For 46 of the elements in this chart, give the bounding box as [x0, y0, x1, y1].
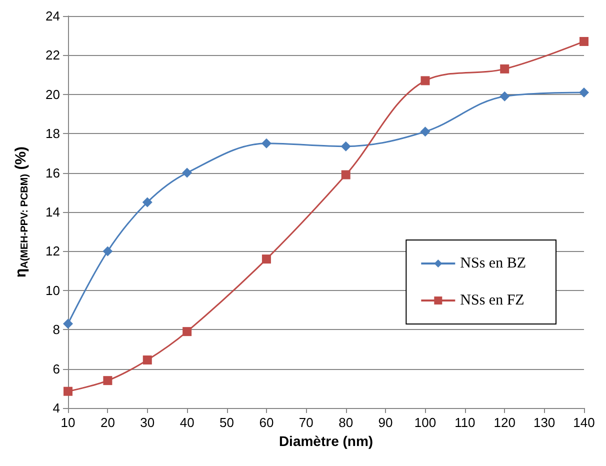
x-axis-title: Diamètre (nm): [278, 432, 374, 449]
y-tick-label: 12: [46, 244, 60, 259]
point: [580, 36, 588, 46]
x-tick-label: 50: [220, 415, 234, 430]
x-tick-label: 100: [414, 415, 436, 430]
point: [63, 318, 73, 329]
y-tick-label: 10: [46, 282, 60, 298]
point: [142, 355, 152, 364]
y-tick-label: 8: [52, 322, 60, 338]
x-tick-label: 120: [494, 415, 516, 430]
point: [142, 197, 152, 208]
y-tick-label: 16: [46, 165, 60, 180]
point: [64, 386, 72, 396]
point: [261, 138, 272, 148]
x-tick-label: 70: [298, 415, 314, 430]
x-tick-label: 60: [259, 415, 274, 430]
y-axis-title: ηA(MEH-PPV: PCBM) (%): [12, 146, 30, 278]
x-tick-label: 40: [180, 415, 194, 430]
y-tick-label: 6: [52, 361, 60, 376]
x-tick-label: 140: [573, 415, 595, 430]
point: [500, 91, 510, 102]
y-tick-label: 14: [46, 204, 60, 220]
y-tick-label: 20: [46, 86, 60, 102]
point: [182, 327, 192, 336]
legend-label: NSs en BZ: [460, 256, 526, 272]
point: [420, 126, 430, 137]
y-tick-label: 4: [52, 400, 60, 416]
x-tick-label: 30: [140, 415, 155, 430]
y-tick-label: 22: [46, 48, 60, 63]
y-tick-label: 24: [46, 8, 60, 24]
x-tick-label: 130: [533, 415, 556, 430]
point: [262, 254, 271, 264]
point: [579, 87, 589, 98]
y-tick-label: 18: [46, 126, 60, 142]
legend-label: NSs en FZ: [460, 292, 524, 308]
x-tick-label: 110: [454, 415, 476, 430]
x-tick-label: 20: [100, 415, 115, 430]
point: [102, 246, 113, 256]
point: [420, 76, 430, 86]
point: [500, 64, 510, 74]
point: [340, 141, 351, 152]
point: [182, 168, 192, 178]
point: [103, 376, 112, 386]
x-tick-label: 90: [378, 415, 393, 430]
x-tick-label: 80: [338, 415, 354, 430]
point: [341, 170, 350, 180]
